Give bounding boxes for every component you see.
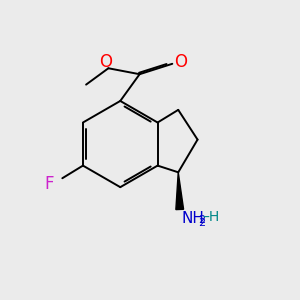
Text: 2: 2	[198, 215, 206, 225]
Text: O: O	[100, 53, 112, 71]
Text: 2: 2	[198, 218, 205, 227]
Text: F: F	[44, 175, 54, 193]
Text: –H: –H	[202, 211, 219, 224]
Text: NH: NH	[181, 211, 204, 226]
Polygon shape	[176, 172, 184, 210]
Text: O: O	[174, 53, 187, 71]
